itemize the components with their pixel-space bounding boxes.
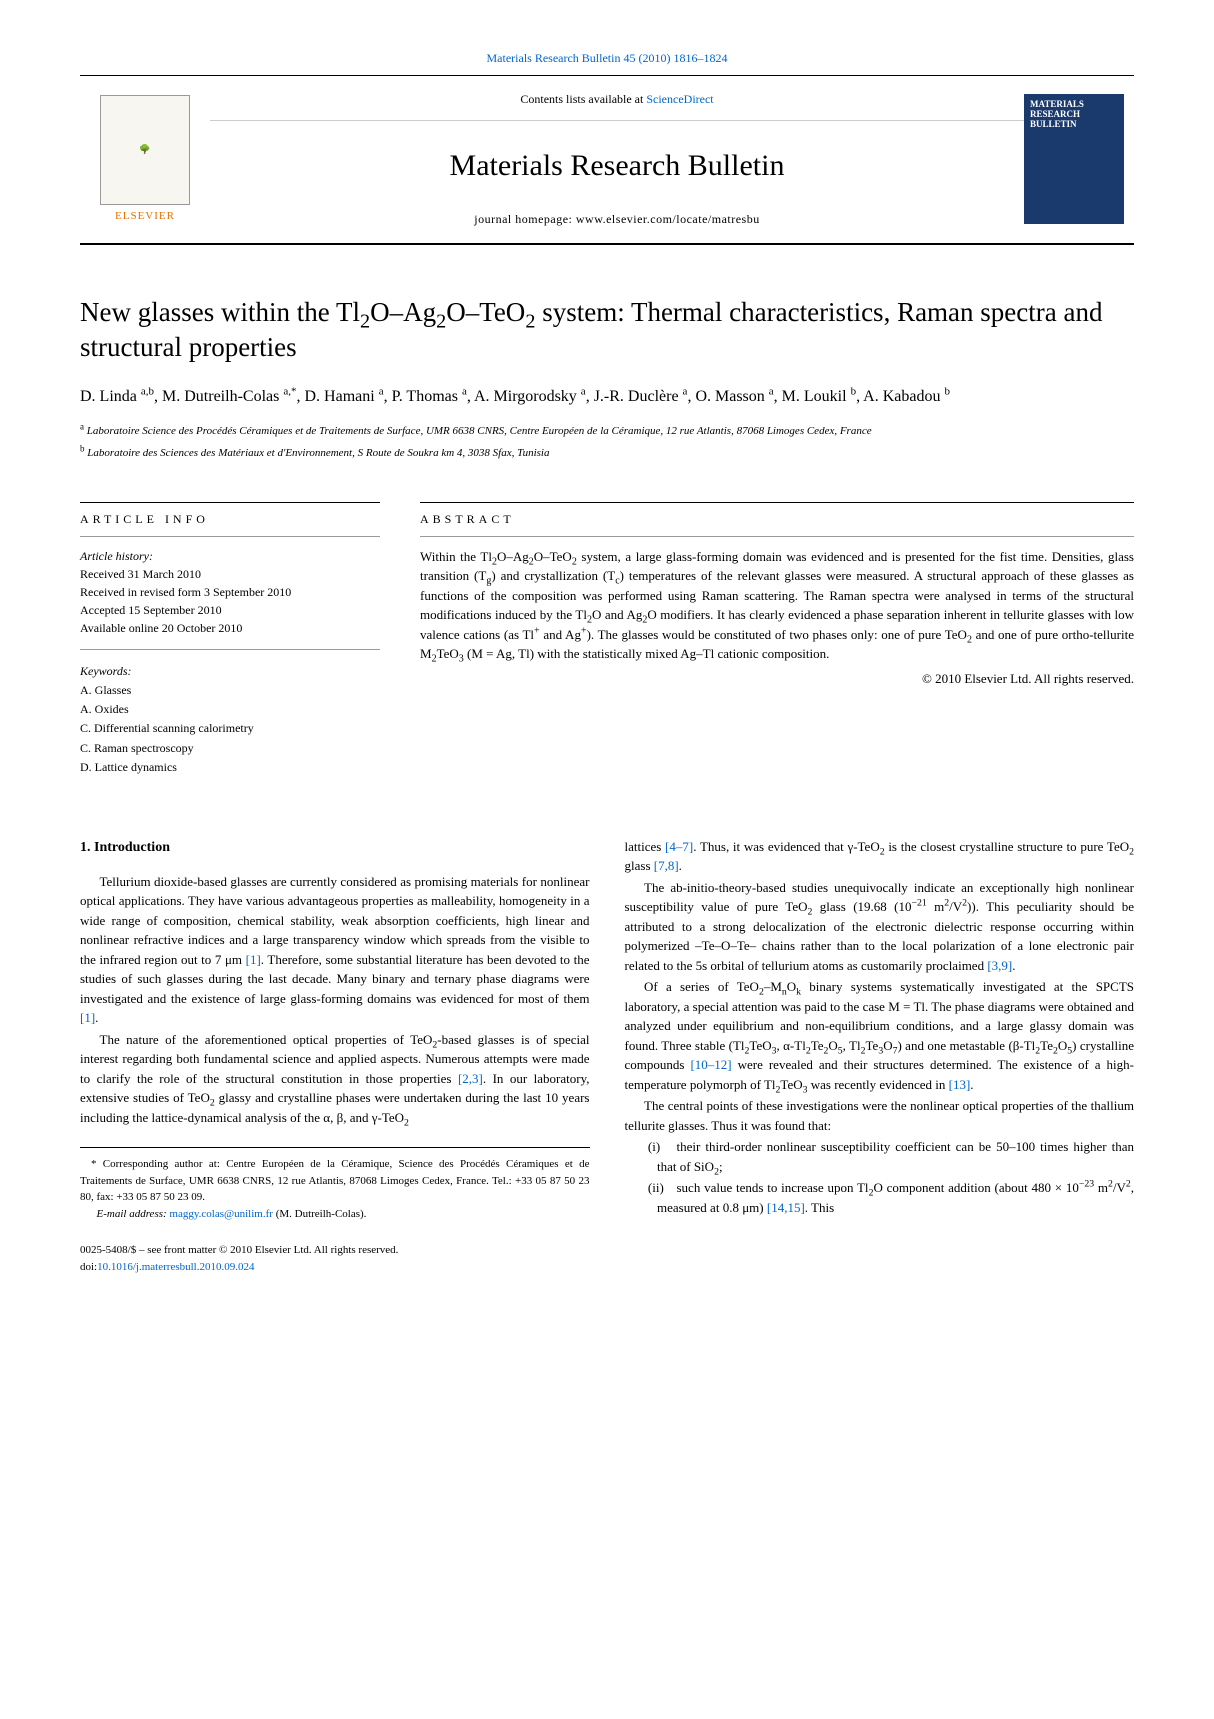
contents-available: Contents lists available at ScienceDirec… [210, 91, 1024, 121]
citation-link[interactable]: Materials Research Bulletin 45 (2010) 18… [487, 51, 728, 65]
cover-title: MATERIALS RESEARCH BULLETIN [1030, 100, 1118, 130]
homepage-url: www.elsevier.com/locate/matresbu [576, 212, 760, 226]
citation-header: Materials Research Bulletin 45 (2010) 18… [80, 50, 1134, 67]
abstract-copyright: © 2010 Elsevier Ltd. All rights reserved… [420, 670, 1134, 688]
keyword: C. Raman spectroscopy [80, 739, 380, 758]
list-item-i: (i)their third-order nonlinear susceptib… [625, 1137, 1135, 1176]
sciencedirect-link[interactable]: ScienceDirect [646, 92, 713, 106]
article-info-header: ARTICLE INFO [80, 502, 380, 537]
info-abstract-row: ARTICLE INFO Article history: Received 3… [80, 502, 1134, 777]
publisher-name: ELSEVIER [115, 209, 175, 224]
article-title: New glasses within the Tl2O–Ag2O–TeO2 sy… [80, 295, 1134, 365]
history-accepted: Accepted 15 September 2010 [80, 601, 380, 619]
issn-line: 0025-5408/$ – see front matter © 2010 El… [80, 1242, 1134, 1259]
article-info-column: ARTICLE INFO Article history: Received 3… [80, 502, 380, 777]
affiliation-a: a Laboratoire Science des Procédés Céram… [80, 423, 1134, 440]
doi-line: doi:10.1016/j.materresbull.2010.09.024 [80, 1259, 1134, 1276]
email-suffix: (M. Dutreilh-Colas). [276, 1208, 367, 1220]
body-para: The nature of the aforementioned optical… [80, 1030, 590, 1128]
journal-cover-thumbnail: MATERIALS RESEARCH BULLETIN [1024, 94, 1124, 224]
journal-title: Materials Research Bulletin [210, 145, 1024, 187]
keywords-label: Keywords: [80, 662, 380, 681]
keywords-block: Keywords: A. Glasses A. Oxides C. Differ… [80, 662, 380, 777]
abstract-column: ABSTRACT Within the Tl2O–Ag2O–TeO2 syste… [420, 502, 1134, 777]
corresponding-email-link[interactable]: maggy.colas@unilim.fr [169, 1208, 273, 1220]
email-label: E-mail address: [97, 1208, 167, 1220]
affiliations-block: a Laboratoire Science des Procédés Céram… [80, 423, 1134, 462]
body-para-continued: lattices [4–7]. Thus, it was evidenced t… [625, 837, 1135, 876]
publisher-logo: 🌳 ELSEVIER [80, 74, 210, 244]
history-received: Received 31 March 2010 [80, 565, 380, 583]
article-history: Article history: Received 31 March 2010 … [80, 547, 380, 650]
body-para: Of a series of TeO2–MnOk binary systems … [625, 977, 1135, 1094]
keyword: A. Oxides [80, 700, 380, 719]
list-item-text: their third-order nonlinear susceptibili… [657, 1139, 1134, 1174]
author-list: D. Linda a,b, M. Dutreilh-Colas a,*, D. … [80, 385, 1134, 409]
history-revised: Received in revised form 3 September 201… [80, 583, 380, 601]
history-label: Article history: [80, 547, 380, 565]
journal-banner: 🌳 ELSEVIER Contents lists available at S… [80, 75, 1134, 245]
affiliation-b: b Laboratoire des Sciences des Matériaux… [80, 445, 1134, 462]
abstract-text: Within the Tl2O–Ag2O–TeO2 system, a larg… [420, 547, 1134, 664]
abstract-header: ABSTRACT [420, 502, 1134, 537]
intro-heading: 1. Introduction [80, 837, 590, 858]
history-online: Available online 20 October 2010 [80, 619, 380, 637]
footnote-email-line: E-mail address: maggy.colas@unilim.fr (M… [80, 1206, 590, 1223]
list-item-ii: (ii)such value tends to increase upon Tl… [625, 1178, 1135, 1217]
body-para: The central points of these investigatio… [625, 1096, 1135, 1135]
corresponding-author-footnote: * Corresponding author at: Centre Europé… [80, 1147, 590, 1222]
front-matter-footer: 0025-5408/$ – see front matter © 2010 El… [80, 1242, 1134, 1275]
doi-link[interactable]: 10.1016/j.materresbull.2010.09.024 [97, 1261, 254, 1273]
footnote-text: * Corresponding author at: Centre Europé… [80, 1156, 590, 1206]
banner-center: Contents lists available at ScienceDirec… [210, 76, 1024, 243]
contents-prefix: Contents lists available at [520, 92, 646, 106]
elsevier-tree-icon: 🌳 [100, 95, 190, 205]
article-body: 1. Introduction Tellurium dioxide-based … [80, 837, 1134, 1223]
body-para: Tellurium dioxide-based glasses are curr… [80, 872, 590, 1028]
keyword: A. Glasses [80, 681, 380, 700]
list-item-text: such value tends to increase upon Tl2O c… [657, 1180, 1134, 1215]
keyword: D. Lattice dynamics [80, 758, 380, 777]
doi-prefix: doi: [80, 1261, 97, 1273]
keyword: C. Differential scanning calorimetry [80, 719, 380, 738]
journal-homepage: journal homepage: www.elsevier.com/locat… [210, 211, 1024, 228]
body-para: The ab-initio-theory-based studies unequ… [625, 878, 1135, 976]
homepage-prefix: journal homepage: [474, 212, 576, 226]
